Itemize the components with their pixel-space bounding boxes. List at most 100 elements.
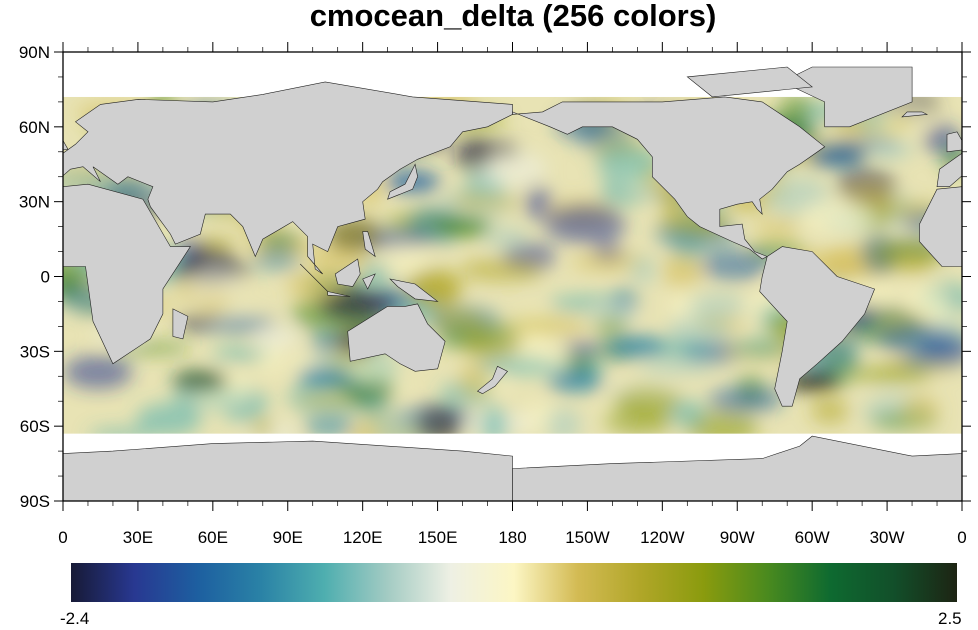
field-blob — [512, 317, 589, 335]
landmass — [362, 273, 376, 290]
landmass — [686, 66, 813, 98]
field-blob — [637, 359, 715, 375]
landmass — [172, 308, 189, 340]
lat-tick-label: 90N — [19, 43, 50, 62]
lon-tick-label: 150W — [565, 528, 609, 547]
landmass — [327, 291, 351, 297]
field-blob — [431, 308, 485, 333]
field-blob — [546, 371, 603, 392]
field-blob — [381, 242, 430, 273]
field-blob — [454, 136, 492, 172]
lon-tick-label: 30W — [870, 528, 905, 547]
landmass — [63, 183, 191, 365]
field-blob — [602, 406, 675, 436]
landmass — [936, 152, 962, 187]
field-blob — [434, 216, 491, 237]
landmass — [387, 163, 418, 200]
landmass — [3, 112, 28, 117]
lon-tick-label: 0 — [957, 528, 966, 547]
lat-tick-label: 60S — [20, 417, 50, 436]
field-blob — [201, 315, 278, 333]
field-blob — [799, 198, 874, 235]
lat-tick-label: 90S — [20, 492, 50, 511]
field-blob — [251, 324, 301, 349]
field-blob — [809, 146, 866, 167]
land-mask — [0, 66, 962, 501]
field-blob — [297, 366, 354, 387]
field-blob — [630, 255, 657, 285]
landmass — [512, 435, 962, 501]
field-blob — [592, 315, 629, 334]
landmass — [334, 258, 361, 287]
field-blob — [212, 346, 268, 362]
landmass — [781, 66, 913, 128]
lon-tick-label: 90W — [720, 528, 755, 547]
field-blob — [257, 233, 303, 249]
field-blob — [707, 387, 785, 413]
field-blob — [669, 288, 704, 325]
landmass — [389, 278, 439, 302]
landmass — [299, 263, 328, 292]
field-blob — [251, 251, 301, 270]
field-blob — [524, 184, 552, 221]
colorbar-max-label: 2.5 — [938, 609, 962, 628]
field-blob — [303, 415, 356, 438]
field-blob — [902, 284, 947, 314]
field-blob — [477, 357, 557, 376]
landmass — [759, 246, 875, 407]
field-blob — [686, 293, 748, 317]
lat-tick-label: 30S — [20, 342, 50, 361]
field-blob — [699, 249, 771, 281]
lon-tick-label: 0 — [58, 528, 67, 547]
field-blob — [459, 258, 544, 282]
landmass — [0, 67, 13, 127]
field-blob — [868, 138, 914, 160]
field-blob — [853, 364, 931, 384]
lat-tick-label: 0 — [41, 268, 50, 287]
field-blob — [596, 144, 662, 182]
field-blob — [879, 324, 959, 355]
lon-tick-label: 180 — [498, 528, 526, 547]
axis-ticks: 90N 60N 30N 0 30S 60S 90S 0 30E 60E 90E 120E 150E 180… — [19, 42, 971, 547]
landmass — [476, 365, 508, 395]
field-blob — [571, 253, 649, 271]
lat-tick-label: 60N — [19, 118, 50, 137]
lon-tick-label: 150E — [418, 528, 458, 547]
lat-tick-label: 30N — [19, 193, 50, 212]
lon-tick-label: 90E — [273, 528, 303, 547]
field-blob — [461, 321, 523, 361]
field-blob — [562, 340, 601, 355]
field-blob — [63, 355, 133, 390]
chart-title: cmocean_delta (256 colors) — [309, 0, 717, 33]
field-blob — [667, 315, 732, 342]
landmass — [901, 111, 929, 118]
field-blob — [662, 252, 703, 290]
field-blob — [609, 336, 666, 357]
landmass — [512, 96, 826, 260]
field-blob — [901, 394, 939, 425]
field-blob — [548, 294, 627, 312]
field-blob — [484, 227, 528, 248]
field-blob — [172, 371, 229, 392]
lon-tick-label: 120W — [640, 528, 684, 547]
landmass — [63, 81, 513, 275]
field-blob — [844, 186, 896, 207]
field-blob — [196, 237, 236, 251]
field-blob — [901, 353, 962, 367]
field-blob — [477, 150, 548, 188]
landmass — [919, 186, 962, 267]
landmass — [362, 231, 376, 258]
field-blob — [647, 336, 711, 359]
field-blob — [563, 353, 598, 372]
field-blob — [778, 95, 814, 121]
field-blob — [250, 418, 275, 438]
landmass — [347, 303, 446, 372]
colorbar-min-label: -2.4 — [60, 609, 90, 628]
field-blob — [810, 397, 850, 425]
lon-tick-label: 60W — [795, 528, 830, 547]
field-blob — [449, 193, 522, 211]
field-blob — [190, 266, 238, 303]
colorbar — [71, 563, 957, 602]
landmass — [946, 131, 962, 153]
